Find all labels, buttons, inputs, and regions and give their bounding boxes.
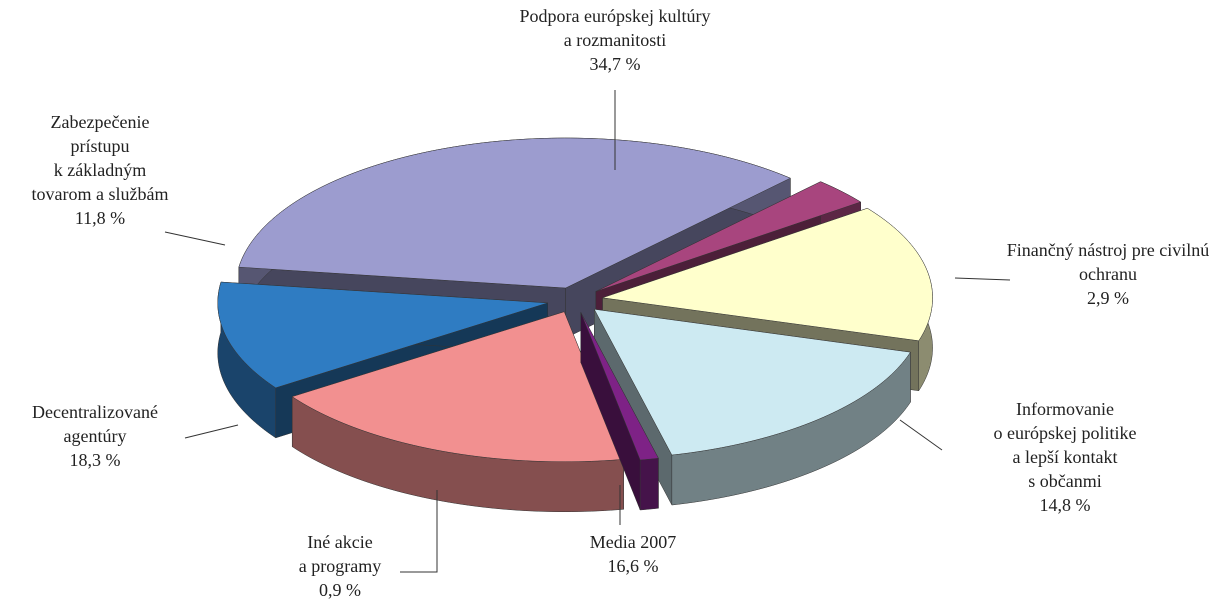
slice-label: s občanmi [1028, 471, 1102, 491]
slice-label: prístupu [70, 136, 129, 156]
slice-top [238, 137, 791, 289]
slice-label: Podpora európskej kultúry [520, 6, 711, 26]
slice-value-label: 2,9 % [1087, 288, 1129, 308]
leader-line [164, 231, 226, 246]
slice-label: a rozmanitosti [564, 30, 666, 50]
slice-value-label: 11,8 % [75, 208, 125, 228]
slice-label: Zabezpečenie [51, 112, 150, 132]
slice-value-label: 16,6 % [608, 556, 659, 576]
slice-top [593, 308, 911, 456]
slice-side [639, 457, 659, 511]
slice-top [580, 312, 659, 461]
slice-value-label: 0,9 % [319, 580, 361, 600]
slice-label: o európskej politike [994, 423, 1137, 443]
slice-label: agentúry [64, 426, 127, 446]
slice-value-label: 18,3 % [70, 450, 121, 470]
slice-label: a lepší kontakt [1013, 447, 1118, 467]
slice-label: Decentralizované [32, 402, 158, 422]
pie-slice [291, 311, 624, 513]
leader-line [400, 490, 438, 573]
slice-value-label: 14,8 % [1040, 495, 1091, 515]
slice-label: Iné akcie [307, 532, 372, 552]
slice-label: Finančný nástroj pre civilnú [1007, 240, 1209, 260]
slice-label: a programy [299, 556, 381, 576]
pie-slice [580, 312, 659, 511]
slice-top [602, 207, 933, 342]
slice-label: tovarom a službám [32, 184, 169, 204]
slice-value-label: 34,7 % [590, 54, 641, 74]
slice-label: Media 2007 [590, 532, 676, 552]
slice-top [595, 181, 862, 292]
leader-line [954, 277, 1011, 281]
leader-line [184, 424, 239, 439]
slice-label: k základným [54, 160, 146, 180]
slice-label: ochranu [1079, 264, 1137, 284]
slice-top [217, 281, 548, 389]
slice-label: Informovanie [1016, 399, 1114, 419]
leader-line [899, 419, 943, 451]
slice-top [291, 311, 624, 463]
